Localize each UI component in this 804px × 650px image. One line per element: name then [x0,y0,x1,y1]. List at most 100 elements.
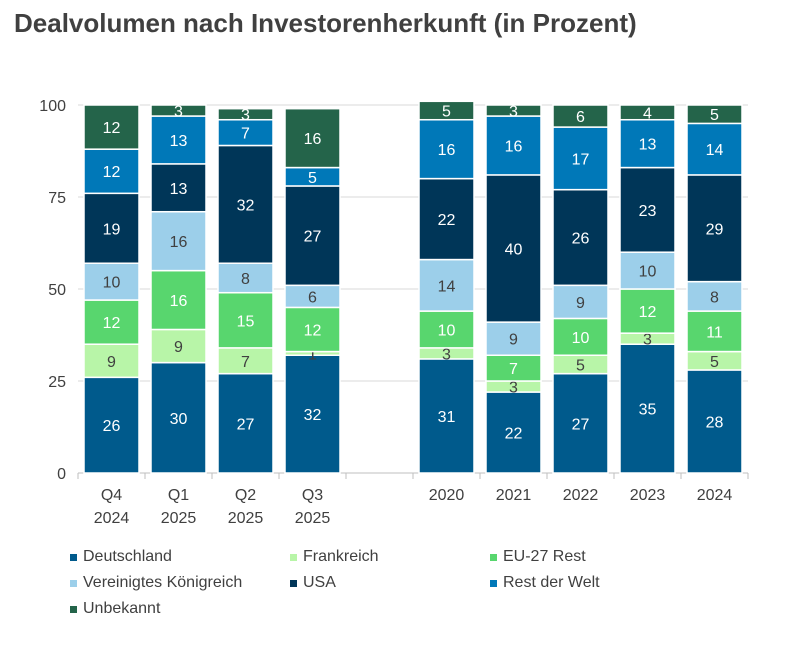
y-tick-label: 100 [39,98,66,115]
x-tick-label: Q3 [302,487,323,504]
data-label: 12 [304,322,322,339]
bar-segment [284,354,341,474]
bar-segment [217,144,274,264]
data-label: 27 [572,416,590,433]
data-label: 22 [505,426,523,443]
data-label: 22 [438,212,456,229]
data-label: 9 [576,295,585,312]
data-label: 6 [576,109,585,126]
data-label: 15 [237,313,255,330]
data-label: 3 [509,380,518,397]
data-label: 12 [639,304,657,321]
bar-segment [217,118,274,147]
data-label: 7 [509,361,518,378]
data-label: 12 [103,120,121,137]
data-label: 26 [103,418,121,435]
data-label: 3 [643,332,652,349]
x-tick-label: 2024 [94,510,130,527]
data-label: 3 [174,104,183,121]
x-tick-label: 2022 [563,487,599,504]
bar-segment [284,107,341,169]
data-label: 9 [107,354,116,371]
data-label: 30 [170,411,188,428]
bar-segment [83,148,140,195]
data-label: 23 [639,203,657,220]
data-label: 16 [438,142,456,159]
data-label: 32 [237,197,255,214]
legend-swatch [70,579,77,587]
legend-label: USA [303,574,336,591]
data-label: 16 [170,293,188,310]
data-label: 13 [639,137,657,154]
legend-label: EU-27 Rest [503,548,586,565]
legend: Deutschland Frankreich EU-27 Rest Vereinigt… [70,548,710,618]
data-label: 16 [304,131,322,148]
bar-segment [485,321,542,356]
bar-segment [619,288,676,334]
legend-swatch [290,553,297,561]
bar-segment [418,118,475,180]
data-label: 13 [170,133,188,150]
legend-item: Vereinigtes Königreich [70,574,290,592]
legend-label: Vereinigtes Königreich [83,574,243,591]
bar-segment [150,328,207,364]
bar-segment [83,192,140,264]
bar-segment [485,354,542,382]
bar-segment [150,163,207,213]
data-label: 35 [639,402,657,419]
data-label: 10 [639,264,657,281]
bar-segment [552,372,609,474]
bar-segment [418,100,475,121]
legend-swatch [70,553,77,561]
data-label: 10 [103,275,121,292]
bar-segment [485,391,542,474]
data-label: 14 [706,142,724,159]
bar-segment [150,269,207,331]
data-label: 26 [572,230,590,247]
bar-segment [217,262,274,294]
bar-segment [217,372,274,474]
bar-segment [619,166,676,253]
data-label: 5 [710,354,719,371]
data-label: 3 [241,107,250,124]
bar-segment [217,291,274,349]
bar-segment [686,280,743,312]
data-label: 40 [505,242,523,259]
bar-segment [686,369,743,474]
y-tick-label: 75 [48,190,66,207]
x-tick-label: 2025 [161,510,197,527]
data-label: 5 [576,357,585,374]
legend-swatch [70,605,77,613]
legend-label: Unbekannt [83,600,161,617]
bar-segment [150,210,207,272]
bar-segment [150,361,207,474]
data-label: 6 [308,289,317,306]
data-label: 27 [304,229,322,246]
bar-segment [552,104,609,128]
data-label: 28 [706,414,724,431]
x-tick-label: 2025 [228,510,264,527]
data-label: 11 [706,324,723,341]
bar-segment [83,343,140,379]
bar-segment [552,284,609,320]
legend-label: Rest der Welt [503,574,600,591]
data-label: 1 [308,346,317,363]
legend-swatch [490,579,497,587]
bar-segment [83,104,140,150]
data-label: 13 [170,181,188,198]
bar-segment [686,104,743,125]
x-tick-label: Q1 [168,487,189,504]
bar-segment [552,126,609,191]
data-label: 12 [103,315,121,332]
chart-title: Dealvolumen nach Investorenherkunft (in … [14,8,637,38]
data-label: 8 [710,289,719,306]
data-label: 16 [505,138,523,155]
data-label: 12 [103,164,121,181]
legend-item: USA [290,574,490,592]
data-label: 10 [572,330,590,347]
bar-segment [686,310,743,353]
legend-item: Unbekannt [70,600,290,618]
data-label: 5 [308,170,317,187]
data-label: 4 [643,105,652,122]
